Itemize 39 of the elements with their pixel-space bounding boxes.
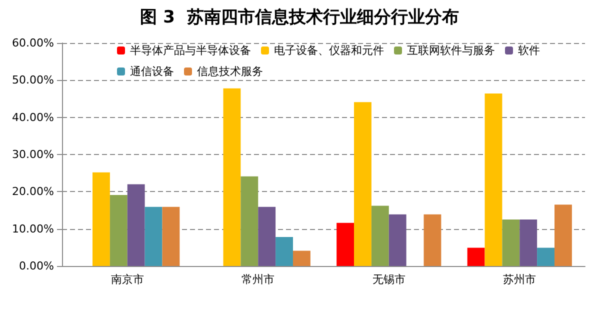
legend-label: 软件 — [518, 44, 540, 57]
bar — [292, 250, 310, 266]
bar — [354, 102, 372, 266]
bar — [484, 94, 502, 266]
y-tick-label: 40.00% — [12, 110, 54, 124]
y-tick-label: 10.00% — [12, 222, 54, 236]
bar — [127, 184, 145, 266]
bar — [520, 220, 538, 266]
bar — [502, 220, 520, 266]
legend-label: 互联网软件与服务 — [407, 44, 495, 57]
bar — [537, 248, 554, 266]
bar — [144, 206, 162, 266]
y-tick-label: 20.00% — [12, 185, 54, 198]
bar — [162, 206, 180, 266]
y-tick-label: 60.00% — [12, 36, 54, 50]
x-tick-label: 南京市 — [110, 273, 144, 286]
bar — [223, 88, 241, 266]
chart-title: 图 3 苏南四市信息技术行业细分行业分布 — [140, 8, 459, 28]
x-tick-label: 无锡市 — [372, 273, 406, 286]
x-tick-label: 常州市 — [242, 273, 275, 286]
legend-label: 半导体产品与半导体设备 — [130, 44, 251, 57]
bar — [258, 206, 276, 266]
bar — [240, 176, 258, 266]
y-tick-label: 50.00% — [12, 74, 54, 87]
bar — [110, 195, 128, 266]
legend-label: 电子设备、仪器和元件 — [274, 44, 384, 57]
bar — [554, 204, 572, 266]
y-tick-label: 30.00% — [12, 148, 54, 161]
legend-label: 通信设备 — [130, 65, 174, 78]
y-tick-label: 0.00% — [19, 260, 54, 272]
bar — [388, 214, 406, 266]
legend-label: 信息技术服务 — [197, 65, 263, 78]
x-tick-label: 苏州市 — [503, 273, 536, 286]
bar — [336, 222, 354, 266]
bar — [424, 214, 442, 266]
bar — [467, 248, 485, 266]
bar — [92, 172, 110, 266]
bar — [371, 206, 389, 266]
bar — [276, 237, 293, 266]
